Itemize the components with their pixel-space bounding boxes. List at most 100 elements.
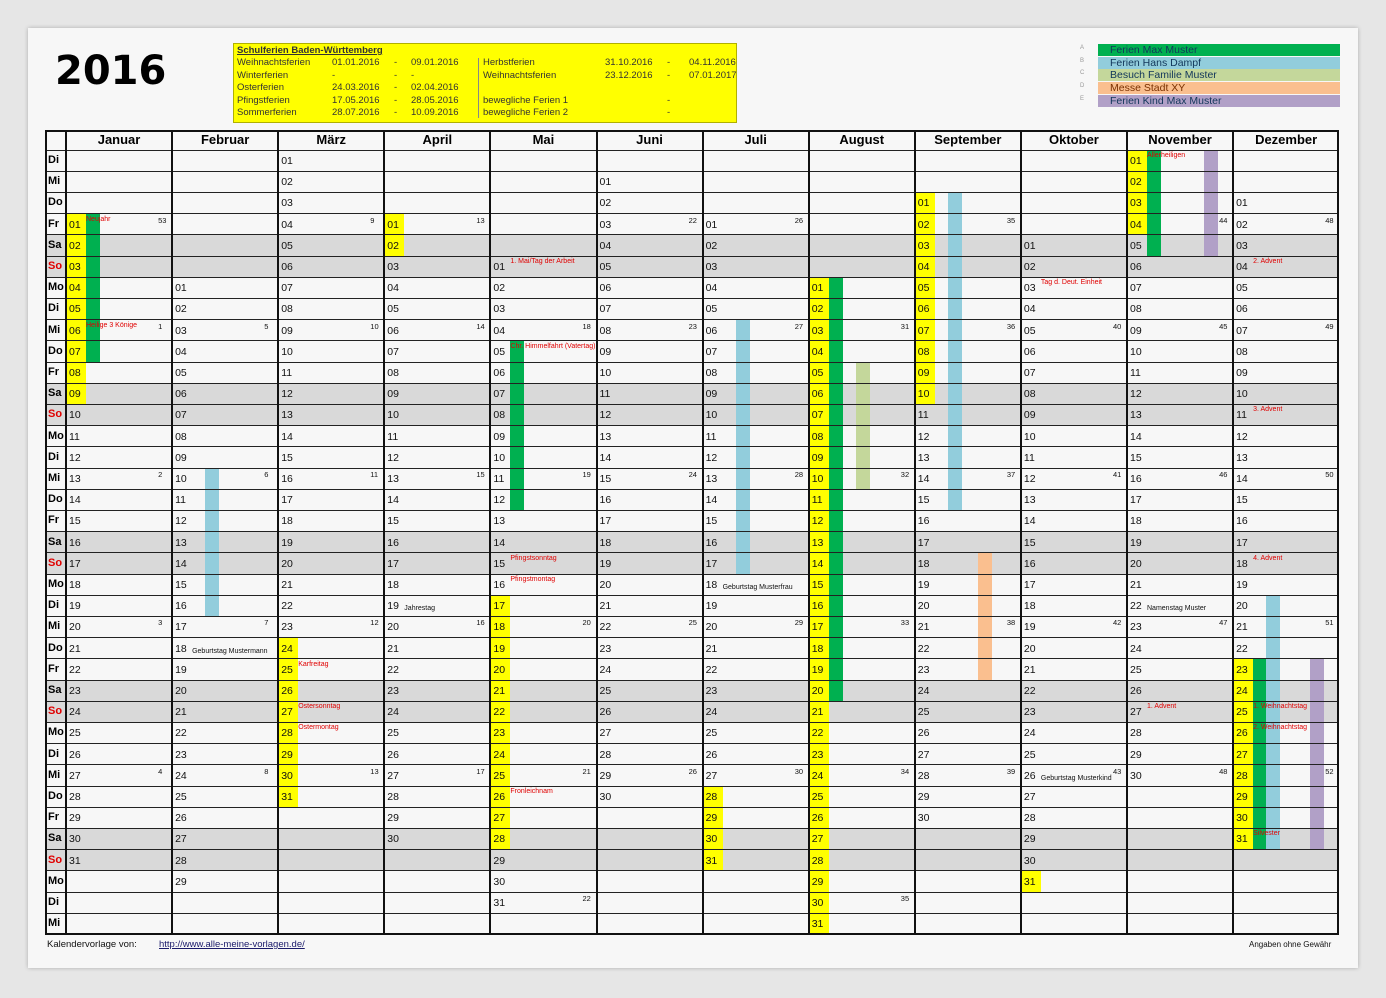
day-number[interactable]: 21 xyxy=(917,621,930,634)
day-number[interactable]: 24 xyxy=(1023,727,1036,740)
day-number[interactable]: 18 xyxy=(917,557,930,570)
day-number[interactable]: 14 xyxy=(811,557,824,570)
day-number[interactable]: 11 xyxy=(69,430,80,443)
day-number[interactable]: 08 xyxy=(69,367,81,379)
day-number[interactable]: 17 xyxy=(1023,579,1036,591)
day-number[interactable]: 04 xyxy=(1130,218,1142,231)
day-number[interactable]: 05 xyxy=(917,282,930,295)
day-number[interactable]: 12 xyxy=(493,494,506,507)
day-number[interactable]: 13 xyxy=(1236,451,1248,464)
day-number[interactable]: 18 xyxy=(175,642,187,655)
day-number[interactable]: 17 xyxy=(281,494,293,507)
day-number[interactable]: 02 xyxy=(175,303,187,316)
day-number[interactable]: 21 xyxy=(1130,579,1142,591)
day-number[interactable]: 24 xyxy=(917,685,930,697)
day-number[interactable]: 06 xyxy=(493,367,506,379)
day-number[interactable]: 25 xyxy=(811,791,824,803)
day-number[interactable]: 13 xyxy=(493,515,506,528)
day-number[interactable]: 30 xyxy=(387,833,399,846)
day-number[interactable]: 27 xyxy=(69,769,81,782)
day-number[interactable]: 24 xyxy=(69,706,81,719)
day-number[interactable]: 26 xyxy=(69,748,81,761)
day-number[interactable]: 11 xyxy=(1130,367,1141,379)
day-number[interactable]: 15 xyxy=(811,579,824,591)
day-number[interactable]: 18 xyxy=(1130,515,1142,528)
day-number[interactable]: 29 xyxy=(1236,791,1248,803)
day-number[interactable]: 01 xyxy=(705,218,718,231)
day-number[interactable]: 17 xyxy=(387,557,399,570)
day-number[interactable]: 18 xyxy=(1236,557,1248,570)
day-number[interactable]: 07 xyxy=(69,345,81,358)
day-number[interactable]: 11 xyxy=(705,430,717,443)
day-number[interactable]: 06 xyxy=(281,261,293,273)
day-number[interactable]: 19 xyxy=(811,663,824,676)
day-number[interactable]: 18 xyxy=(705,579,718,591)
event-bar-a[interactable] xyxy=(86,213,100,362)
day-number[interactable]: 14 xyxy=(1023,515,1036,528)
day-number[interactable]: 06 xyxy=(69,324,81,337)
day-number[interactable]: 06 xyxy=(175,388,187,401)
day-number[interactable]: 12 xyxy=(1130,388,1142,401)
day-number[interactable]: 12 xyxy=(1023,473,1036,485)
day-number[interactable]: 19 xyxy=(705,600,718,613)
day-number[interactable]: 04 xyxy=(281,218,293,231)
day-number[interactable]: 16 xyxy=(917,515,930,528)
day-number[interactable]: 25 xyxy=(1236,706,1248,719)
day-number[interactable]: 12 xyxy=(387,451,399,464)
day-number[interactable]: 21 xyxy=(387,642,399,655)
day-number[interactable]: 15 xyxy=(1023,536,1036,549)
day-number[interactable]: 15 xyxy=(1236,494,1248,507)
day-number[interactable]: 27 xyxy=(1236,748,1248,761)
day-number[interactable]: 03 xyxy=(493,303,506,316)
day-number[interactable]: 22 xyxy=(493,706,506,719)
day-number[interactable]: 21 xyxy=(493,685,506,697)
day-number[interactable]: 16 xyxy=(705,536,718,549)
day-number[interactable]: 13 xyxy=(69,473,81,485)
day-number[interactable]: 15 xyxy=(175,579,187,591)
day-number[interactable]: 20 xyxy=(917,600,930,613)
day-number[interactable]: 20 xyxy=(705,621,718,634)
day-number[interactable]: 23 xyxy=(1130,621,1142,634)
day-number[interactable]: 05 xyxy=(705,303,718,316)
day-number[interactable]: 30 xyxy=(493,875,506,888)
day-number[interactable]: 22 xyxy=(917,642,930,655)
day-number[interactable]: 24 xyxy=(705,706,718,719)
day-number[interactable]: 07 xyxy=(1130,282,1142,295)
day-number[interactable]: 25 xyxy=(1023,748,1036,761)
day-number[interactable]: 17 xyxy=(493,600,506,613)
day-number[interactable]: 28 xyxy=(1130,727,1142,740)
day-number[interactable]: 02 xyxy=(705,239,718,252)
day-number[interactable]: 21 xyxy=(1236,621,1248,634)
day-number[interactable]: 05 xyxy=(493,345,506,358)
day-number[interactable]: 26 xyxy=(387,748,399,761)
day-number[interactable]: 09 xyxy=(599,345,612,358)
day-number[interactable]: 28 xyxy=(493,833,506,846)
day-number[interactable]: 04 xyxy=(599,239,612,252)
day-number[interactable]: 05 xyxy=(69,303,81,316)
day-number[interactable]: 08 xyxy=(1130,303,1142,316)
day-number[interactable]: 12 xyxy=(917,430,930,443)
day-number[interactable]: 02 xyxy=(493,282,506,295)
day-number[interactable]: 28 xyxy=(917,769,930,782)
day-number[interactable]: 17 xyxy=(175,621,187,634)
day-number[interactable]: 18 xyxy=(599,536,612,549)
day-number[interactable]: 11 xyxy=(1023,451,1035,464)
day-number[interactable]: 11 xyxy=(599,388,611,401)
day-number[interactable]: 10 xyxy=(599,367,612,379)
day-number[interactable]: 28 xyxy=(811,854,824,867)
day-number[interactable]: 18 xyxy=(1023,600,1036,613)
day-number[interactable]: 14 xyxy=(69,494,81,507)
day-number[interactable]: 14 xyxy=(599,451,612,464)
day-number[interactable]: 18 xyxy=(387,579,399,591)
day-number[interactable]: 27 xyxy=(175,833,187,846)
day-number[interactable]: 04 xyxy=(1023,303,1036,316)
day-number[interactable]: 28 xyxy=(599,748,612,761)
day-number[interactable]: 24 xyxy=(1236,685,1248,697)
day-number[interactable]: 19 xyxy=(1130,536,1142,549)
day-number[interactable]: 17 xyxy=(599,515,612,528)
day-number[interactable]: 24 xyxy=(387,706,399,719)
day-number[interactable]: 16 xyxy=(599,494,612,507)
day-number[interactable]: 31 xyxy=(811,918,824,931)
day-number[interactable]: 20 xyxy=(387,621,399,634)
day-number[interactable]: 30 xyxy=(599,791,612,803)
